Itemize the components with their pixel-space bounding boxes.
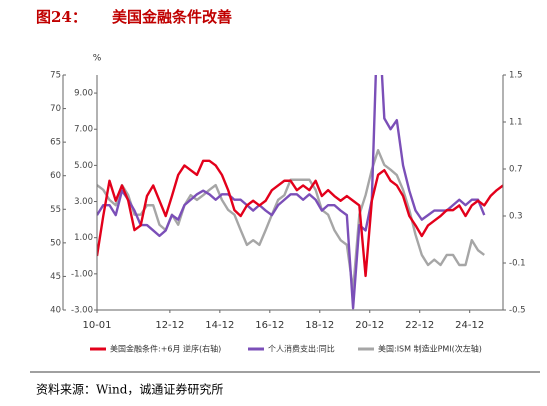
y3-tick-label: 45 [50,272,61,282]
legend-label: 美国:ISM 制造业PMI(次左轴) [378,344,482,354]
y3-tick-label: 75 [50,71,61,81]
y-tick-label: -3.00 [71,306,93,316]
legend-label: 个人消费支出:同比 [268,344,335,354]
series-line [97,149,485,292]
y2-tick-label: 0.3 [509,212,523,222]
y-tick-label: 9.00 [74,89,93,99]
x-tick-label: 20-12 [355,320,384,331]
y2-tick-label: -0.5 [509,306,526,316]
y-tick-label: 1.00 [74,233,93,243]
plot-area [97,75,503,310]
x-tick-label: 14-12 [205,320,234,331]
y2-tick-label: -0.1 [509,259,526,269]
x-tick-label: 12-12 [155,320,184,331]
y3-tick-label: 60 [50,171,61,181]
y3-tick-label: 55 [50,205,61,215]
x-tick-label: 10-01 [82,320,111,331]
series-line [97,159,503,278]
y2-tick-label: 0.7 [509,165,523,175]
x-tick-label: 24-12 [455,320,484,331]
legend-label: 美国金融条件:+6月 逆序(右轴) [110,344,221,354]
y-tick-label: 7.00 [74,125,93,135]
figure-number: 图24： [36,8,87,26]
y3-tick-label: 65 [50,138,61,148]
chart-title: 美国金融条件改善 [112,8,232,26]
y-unit: % [93,54,102,64]
x-tick-label: 18-12 [305,320,334,331]
y2-tick-label: 1.5 [509,71,523,81]
series-line [97,75,486,310]
y-tick-label: 5.00 [74,161,93,171]
y3-tick-label: 70 [50,104,61,114]
x-tick-label: 22-12 [405,320,434,331]
y2-tick-label: 1.1 [509,118,523,128]
y3-tick-label: 50 [50,238,61,248]
source: 资料来源：Wind，诚通证券研究所 [36,382,223,397]
y-tick-label: 3.00 [74,197,93,207]
y3-tick-label: 40 [50,306,61,316]
y-tick-label: -1.00 [71,269,93,279]
x-tick-label: 16-12 [255,320,284,331]
